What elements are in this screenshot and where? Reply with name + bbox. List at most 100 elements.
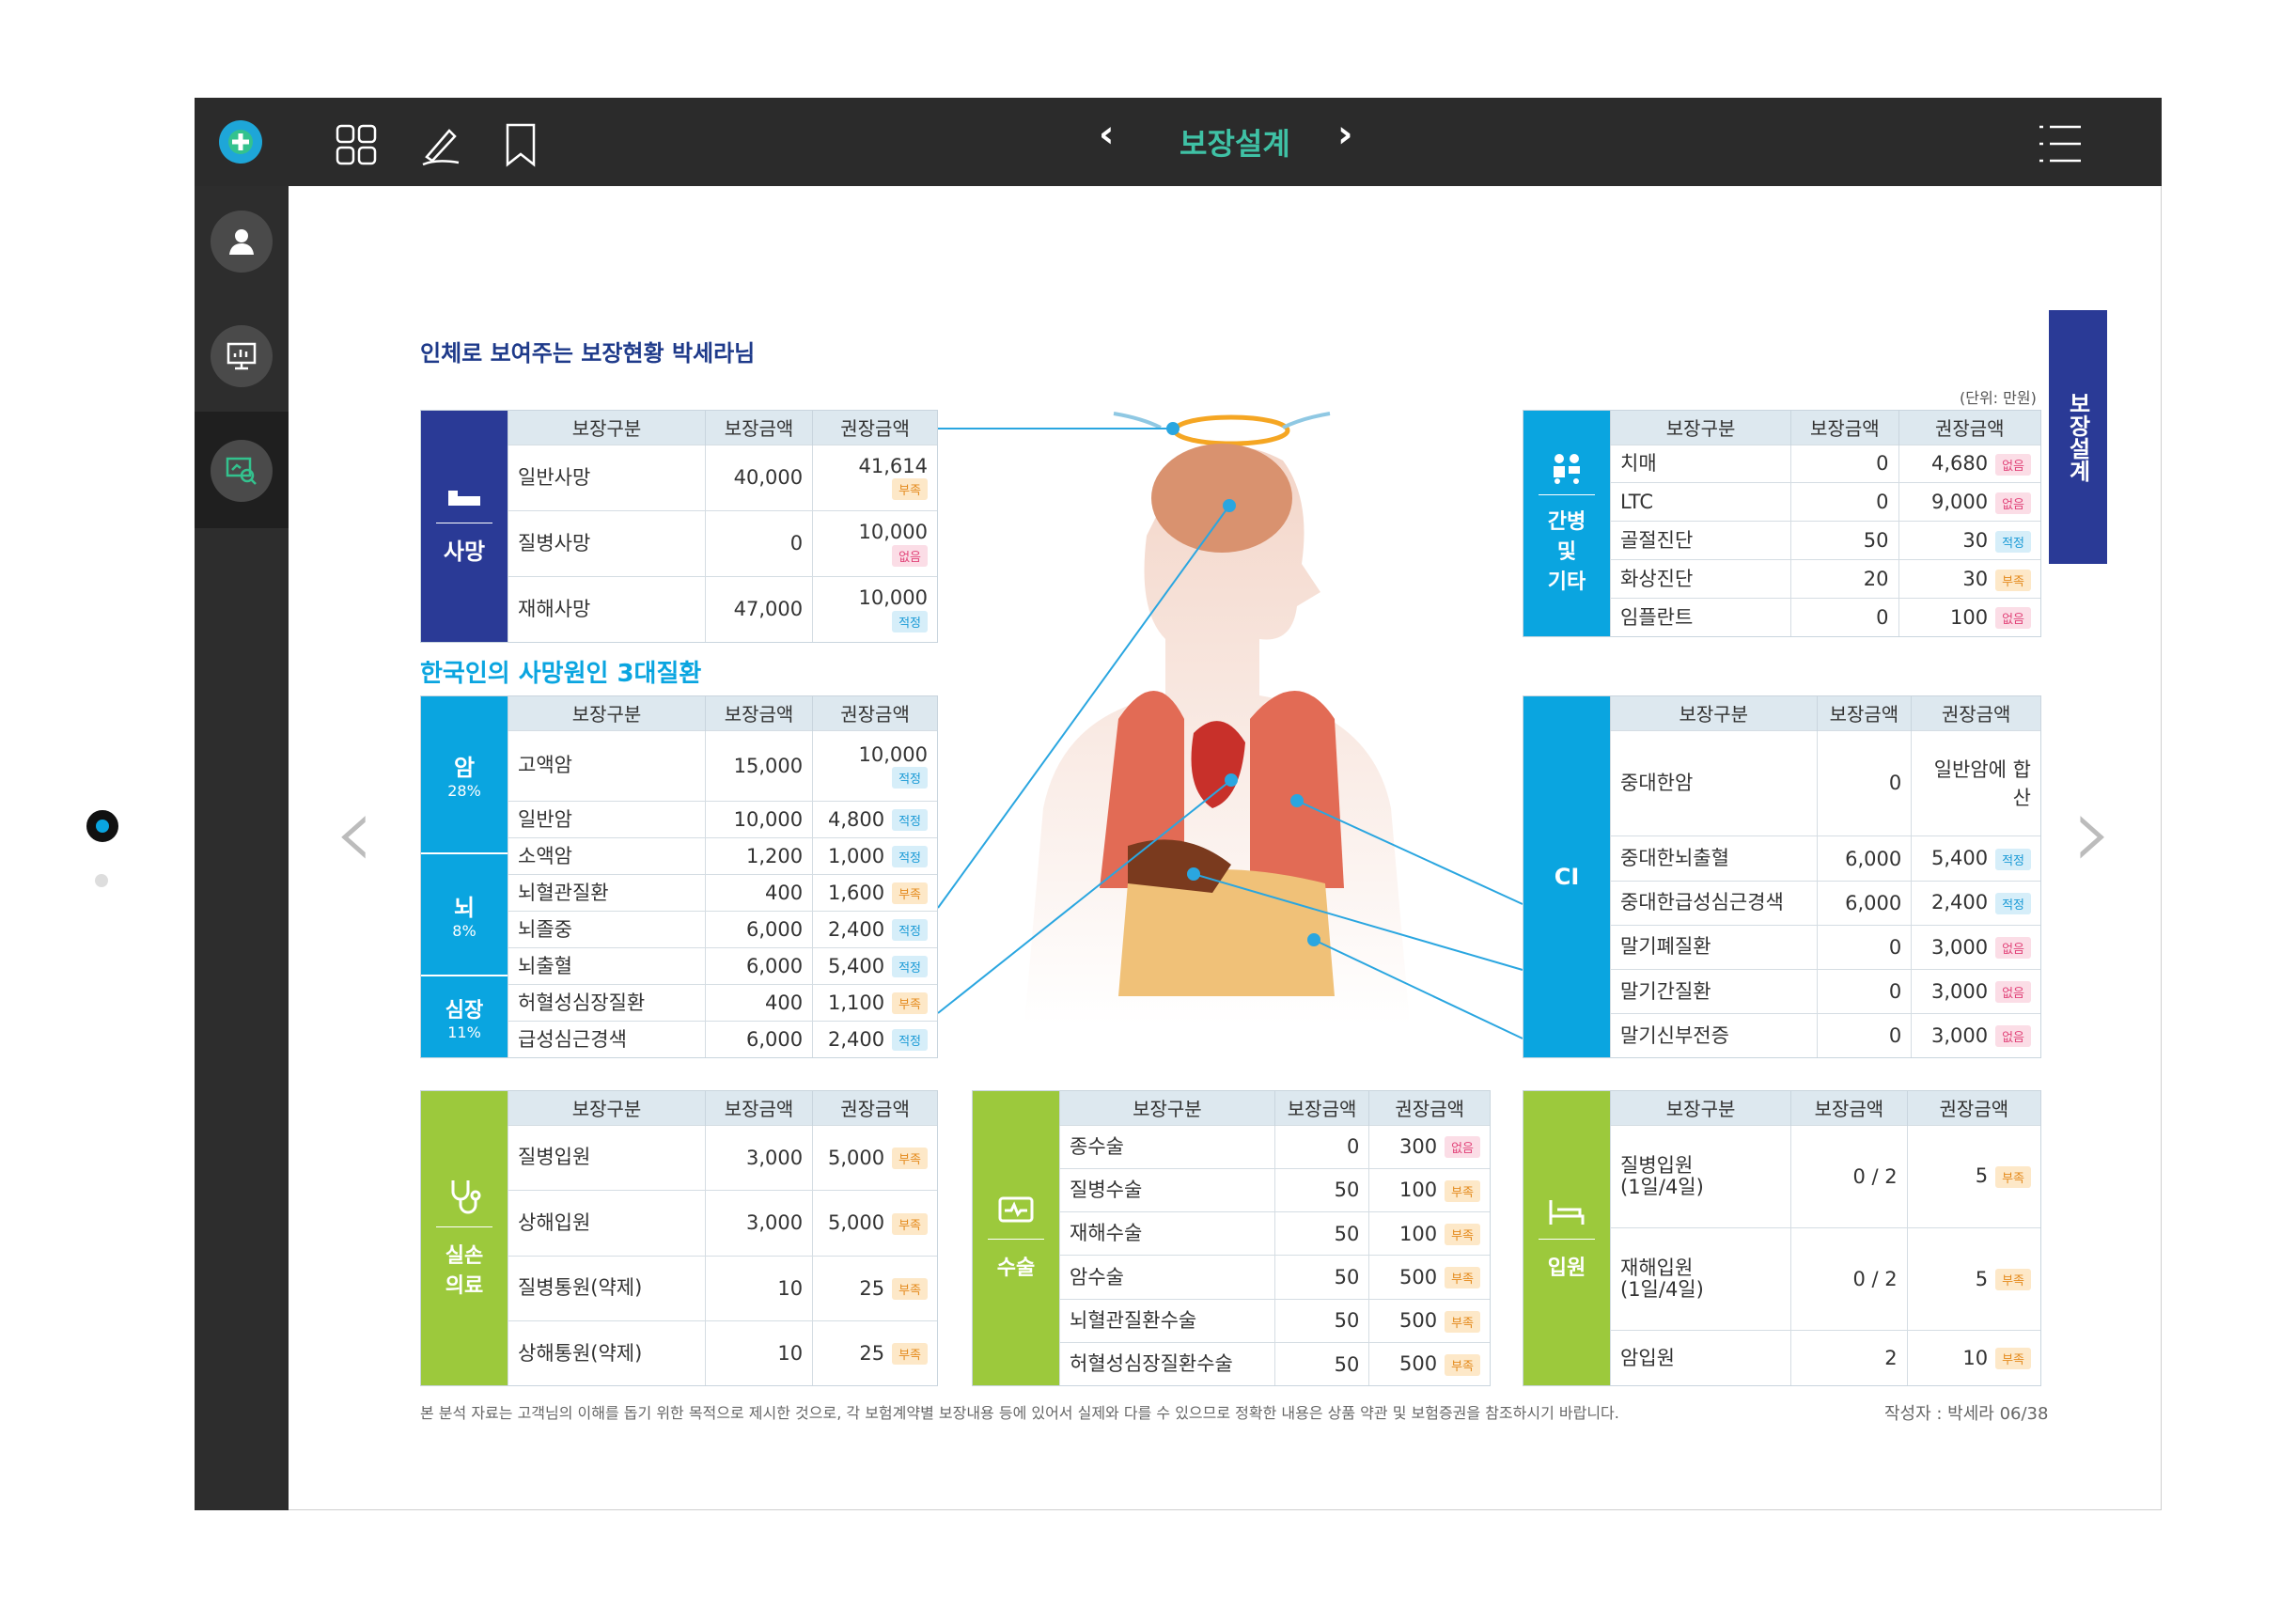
status-badge: 부족: [892, 992, 928, 1015]
col-header: 권장금액: [812, 696, 937, 730]
coverage-amount: 3,000: [704, 1190, 813, 1257]
grid-icon[interactable]: [334, 122, 379, 167]
analysis-icon[interactable]: [211, 440, 273, 502]
coverage-name: 골절진단: [1609, 521, 1791, 560]
table-row: 재해입원 (1일/4일) 0 / 2 5 부족: [1609, 1226, 2040, 1331]
death-table: 보장구분 보장금액 권장금액 일반사망 40,000 41,614부족 질병사망 0 10,00…: [508, 411, 937, 642]
table-row: 암수술 50 500 부족: [1059, 1255, 1490, 1300]
recommended-amount: 100 부족: [1368, 1211, 1490, 1256]
status-badge: 적정: [892, 846, 928, 868]
coverage-name: 치매: [1609, 444, 1791, 483]
plus-logo-icon[interactable]: [219, 120, 262, 164]
table-row: 중대한암 0 일반암에 합산: [1610, 729, 2040, 836]
table-row: 질병입원 3,000 5,000 부족: [508, 1124, 937, 1191]
sidebar: [195, 186, 289, 1510]
coverage-amount: 0: [1816, 968, 1912, 1014]
recommended-amount: 41,614부족: [812, 444, 937, 511]
medical-label-col: 실손 의료: [421, 1091, 508, 1385]
recommended-amount: 4,800 적정: [812, 801, 937, 838]
status-badge: 부족: [892, 1343, 928, 1366]
recommended-amount: 5 부족: [1906, 1124, 2040, 1228]
care-label-col: 간병 및 기타: [1523, 411, 1610, 636]
status-badge: 부족: [892, 1212, 928, 1235]
ci-label: CI: [1554, 864, 1580, 890]
coverage-amount: 0: [1816, 1013, 1912, 1057]
list-icon[interactable]: [2037, 122, 2084, 165]
table-row: 중대한급성심근경색 6,000 2,400 적정: [1610, 880, 2040, 926]
recommended-amount: 25 부족: [812, 1255, 937, 1321]
status-badge: 없음: [892, 544, 928, 567]
prev-slide-arrow[interactable]: ‹: [334, 772, 375, 892]
status-badge: 부족: [1445, 1224, 1480, 1246]
coverage-name: 뇌혈관질환수술: [1059, 1298, 1275, 1343]
coverage-name: 재해수술: [1059, 1211, 1275, 1256]
coverage-amount: 6,000: [1816, 835, 1912, 882]
recommended-amount: 500 부족: [1368, 1342, 1490, 1385]
col-header: 권장금액: [1368, 1091, 1490, 1125]
human-body-illustration: [1006, 395, 1447, 1024]
coverage-name: 뇌혈관질환: [508, 874, 706, 912]
user-icon[interactable]: [211, 211, 273, 273]
recommended-amount: 3,000 없음: [1911, 924, 2040, 970]
death-coverage-block: 사망 보장구분 보장금액 권장금액 일반사망 40,000 41,614부족 질병사망 0 10…: [420, 410, 938, 643]
table-row: 고액암 15,000 10,000적정: [508, 729, 937, 802]
next-slide-arrow[interactable]: ›: [2072, 772, 2114, 892]
coverage-amount: 50: [1273, 1298, 1369, 1343]
coverage-amount: 6,000: [704, 1021, 813, 1057]
bed-icon: [448, 491, 480, 506]
col-header: 보장구분: [1609, 411, 1791, 445]
recommended-amount: 2,400 적정: [812, 1021, 937, 1057]
unit-label: (단위: 만원): [1960, 389, 2037, 407]
coverage-amount: 0: [1790, 482, 1899, 522]
hospital-table: 보장구분 보장금액 권장금액 질병입원 (1일/4일) 0 / 2 5 부족 재해입원 (1일…: [1609, 1091, 2040, 1385]
prev-page-button[interactable]: ‹: [1099, 113, 1115, 156]
coverage-amount: 3,000: [704, 1124, 813, 1191]
recommended-amount: 100 없음: [1898, 598, 2040, 636]
coverage-amount: 0 / 2: [1790, 1124, 1908, 1228]
recommended-amount: 일반암에 합산: [1911, 729, 2040, 836]
recommended-amount: 2,400 적정: [1911, 880, 2040, 926]
status-badge: 적정: [892, 919, 928, 942]
cancer-group-label: 암 28%: [421, 696, 508, 854]
coverage-name: 화상진단: [1609, 559, 1791, 599]
ci-coverage-block: CI 보장구분 보장금액 권장금액 중대한암 0 일반암에 합산 중대한뇌출혈 6,000 5,…: [1523, 695, 2041, 1058]
recommended-amount: 3,000 없음: [1911, 1013, 2040, 1057]
coverage-amount: 400: [704, 984, 813, 1022]
ci-label-col: CI: [1523, 696, 1610, 1057]
status-badge: 없음: [1995, 607, 2031, 630]
care-table: 보장구분 보장금액 권장금액 치매 0 4,680 없음 LTC 0 9,000 없음 골절진단 50 3…: [1609, 411, 2040, 636]
table-row: 뇌졸중 6,000 2,400 적정: [508, 911, 937, 948]
page-dot[interactable]: [95, 874, 108, 887]
table-row: 뇌출혈 6,000 5,400 적정: [508, 947, 937, 985]
pen-icon[interactable]: [418, 122, 463, 167]
recommended-amount: 3,000 없음: [1911, 968, 2040, 1014]
table-row: 화상진단 20 30 부족: [1609, 559, 2040, 599]
coverage-name: 말기간질환: [1610, 968, 1818, 1014]
presentation-icon[interactable]: [211, 325, 273, 387]
col-header: 보장구분: [508, 411, 706, 445]
recommended-amount: 9,000 없음: [1898, 482, 2040, 522]
col-header: 보장금액: [1273, 1091, 1369, 1125]
death-label-col: 사망: [421, 411, 508, 642]
coverage-amount: 20: [1790, 559, 1899, 599]
col-header: 보장구분: [1059, 1091, 1275, 1125]
stethoscope-icon: [451, 1180, 481, 1214]
report-title: 인체로 보여주는 보장현황 박세라님: [420, 340, 756, 367]
bookmark-icon[interactable]: [499, 122, 542, 167]
recommended-amount: 1,100 부족: [812, 984, 937, 1022]
table-row: 임플란트 0 100 없음: [1609, 598, 2040, 636]
next-page-button[interactable]: ›: [1337, 113, 1353, 156]
col-header: 보장금액: [704, 1091, 813, 1125]
col-header: 권장금액: [1898, 411, 2040, 445]
coverage-name: 중대한급성심근경색: [1610, 880, 1818, 926]
coverage-design-tab[interactable]: 보장설계: [2049, 310, 2107, 564]
page-dot-active[interactable]: [86, 810, 118, 842]
table-row: 소액암 1,200 1,000 적정: [508, 837, 937, 875]
top-bar: ‹ ›: [195, 98, 2162, 186]
status-badge: 부족: [1995, 569, 2031, 591]
table-row: 질병통원(약제) 10 25 부족: [508, 1255, 937, 1321]
col-header: 보장금액: [1790, 1091, 1908, 1125]
recommended-amount: 2,400 적정: [812, 911, 937, 948]
brain-group-label: 뇌 8%: [421, 854, 508, 976]
